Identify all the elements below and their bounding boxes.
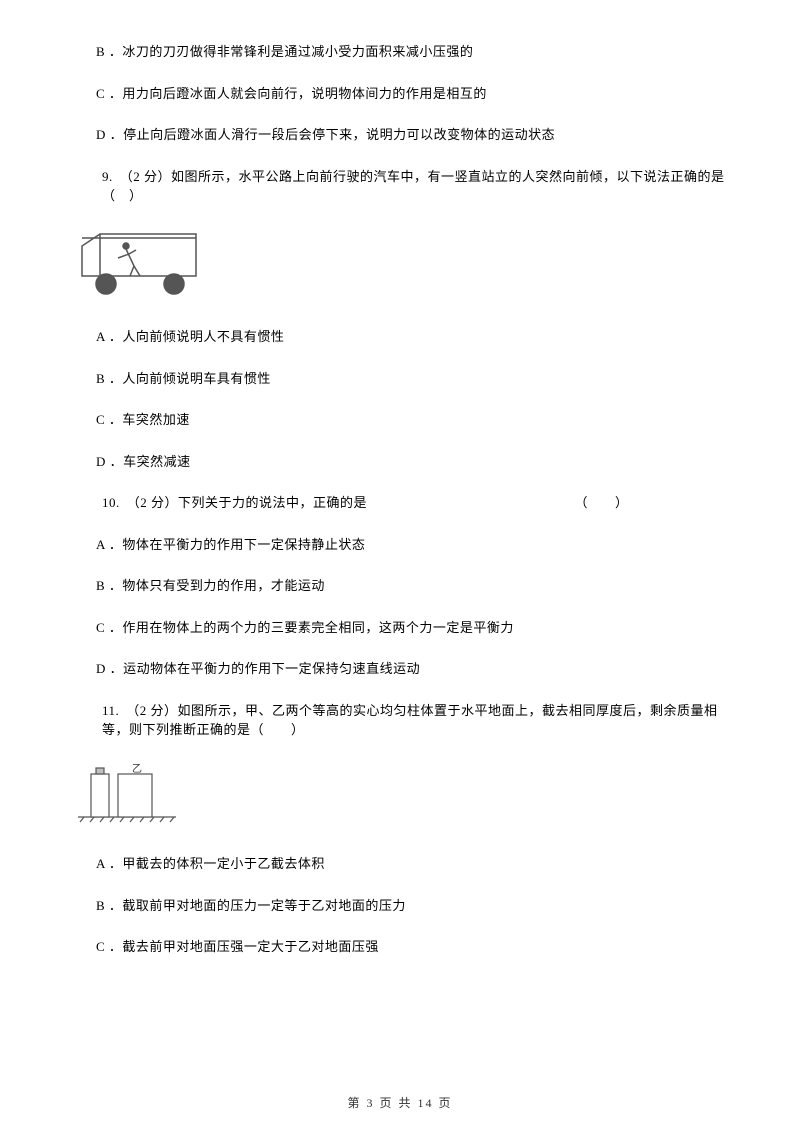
page-footer: 第 3 页 共 14 页 — [0, 1094, 800, 1112]
q8-option-c: C ．用力向后蹬冰面人就会向前行，说明物体间力的作用是相互的 — [68, 84, 732, 104]
q9-option-b: B ．人向前倾说明车具有惯性 — [68, 369, 732, 389]
q10-option-c: C ．作用在物体上的两个力的三要素完全相同，这两个力一定是平衡力 — [68, 618, 732, 638]
q11-option-b: B ．截取前甲对地面的压力一定等于乙对地面的压力 — [68, 896, 732, 916]
q11-option-a: A ．甲截去的体积一定小于乙截去体积 — [68, 854, 732, 874]
q8-option-d: D ．停止向后蹬冰面人滑行一段后会停下来，说明力可以改变物体的运动状态 — [68, 125, 732, 145]
q11-stem: 11. （2 分）如图所示，甲、乙两个等高的实心均匀柱体置于水平地面上，截去相同… — [68, 701, 732, 740]
q10-stem-left: 10. （2 分）下列关于力的说法中，正确的是 — [102, 495, 367, 510]
q9-figure-bus — [76, 228, 732, 306]
label-yi: 乙 — [132, 763, 142, 775]
q8-option-b: B ．冰刀的刀刃做得非常锋利是通过减小受力面积来减小压强的 — [68, 42, 732, 62]
q10-option-a: A ．物体在平衡力的作用下一定保持静止状态 — [68, 535, 732, 555]
q10-option-d: D ．运动物体在平衡力的作用下一定保持匀速直线运动 — [68, 659, 732, 679]
q9-option-d: D ．车突然减速 — [68, 452, 732, 472]
q10-stem: 10. （2 分）下列关于力的说法中，正确的是 （ ） — [68, 493, 732, 513]
q9-option-a: A ．人向前倾说明人不具有惯性 — [68, 327, 732, 347]
q10-option-b: B ．物体只有受到力的作用，才能运动 — [68, 576, 732, 596]
q9-option-c: C ．车突然加速 — [68, 410, 732, 430]
q11-figure-cylinders: 乙 — [76, 762, 732, 833]
q9-stem: 9. （2 分）如图所示，水平公路上向前行驶的汽车中，有一竖直站立的人突然向前倾… — [68, 167, 732, 206]
q11-option-c: C ．截去前甲对地面压强一定大于乙对地面压强 — [68, 937, 732, 957]
q10-stem-right: （ ） — [575, 495, 629, 510]
